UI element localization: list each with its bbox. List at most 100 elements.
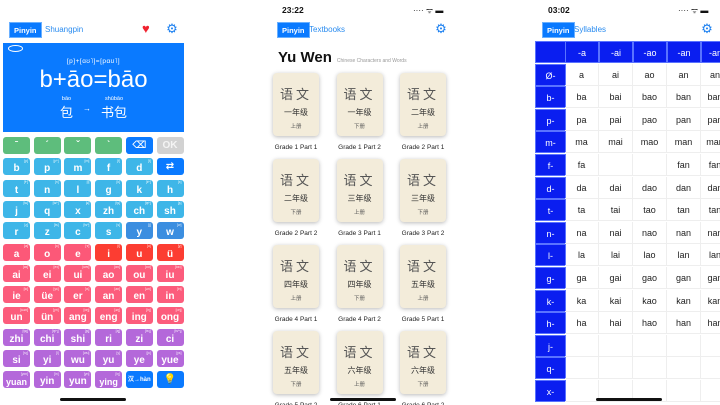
key-ˇ[interactable]: ˇ <box>64 137 92 154</box>
syllable-cell[interactable]: nang <box>701 222 720 244</box>
key-ci[interactable]: ci [tsʰɿ] <box>156 328 184 346</box>
syllable-cell[interactable]: lai <box>599 244 633 267</box>
key-汉→hàn[interactable]: 汉→hàn <box>125 371 153 389</box>
key-m[interactable]: m [m] <box>64 158 92 176</box>
key-q[interactable]: q [tɕʰ] <box>33 200 61 218</box>
key-ing[interactable]: ing [iŋ] <box>125 307 153 325</box>
key-ong[interactable]: ong [ʊŋ] <box>156 307 184 325</box>
syllable-cell[interactable]: ba <box>565 86 599 109</box>
syllable-cell[interactable]: fang <box>701 154 720 176</box>
key-yu[interactable]: yu [y] <box>95 350 123 367</box>
textbook-cover[interactable]: 语文 三年级 下册 <box>400 159 446 222</box>
row-header[interactable]: h- <box>535 312 566 335</box>
syllable-cell[interactable]: bai <box>599 86 633 109</box>
key-si[interactable]: si [sɿ] <box>3 350 30 367</box>
key-l[interactable]: l [l] <box>64 179 92 197</box>
key-c[interactable]: c [tsʰ] <box>64 222 92 240</box>
key-yun[interactable]: yun [yn] <box>64 371 92 389</box>
key-s[interactable]: s [s] <box>95 222 123 240</box>
syllable-cell[interactable]: han <box>667 312 701 335</box>
syllable-cell[interactable]: tan <box>667 199 701 222</box>
syllable-cell[interactable]: tang <box>701 199 720 222</box>
row-header[interactable]: p- <box>535 108 566 131</box>
syllable-cell[interactable]: hao <box>633 312 667 335</box>
syllable-cell[interactable]: ga <box>565 267 599 289</box>
row-header[interactable]: b- <box>535 86 566 109</box>
syllable-cell[interactable]: tai <box>599 199 633 222</box>
syllable-cell[interactable]: pai <box>599 108 633 131</box>
tab-pinyin[interactable]: Pinyin <box>542 22 575 38</box>
syllable-cell[interactable]: gai <box>599 267 633 289</box>
key-en[interactable]: en [ən] <box>125 286 153 304</box>
syllable-cell[interactable]: fa <box>565 154 599 176</box>
key-d[interactable]: d [t] <box>125 158 153 176</box>
key-yuan[interactable]: yuan [yɛn] <box>3 371 30 389</box>
textbook-cover[interactable]: 语文 二年级 下册 <box>273 159 319 222</box>
key-wu[interactable]: wu [wu] <box>64 350 92 367</box>
syllable-cell[interactable]: ma <box>565 131 599 154</box>
key-zh[interactable]: zh [tʂ] <box>95 200 123 218</box>
key-g[interactable]: g [k] <box>95 179 123 197</box>
row-header[interactable]: x- <box>535 380 566 402</box>
row-header[interactable]: q- <box>535 357 566 380</box>
tab-pinyin[interactable]: Pinyin <box>277 22 310 38</box>
row-header[interactable]: t- <box>535 199 566 222</box>
backspace-icon[interactable]: ⌫ <box>125 137 153 154</box>
key-x[interactable]: x [ɕ] <box>64 200 92 218</box>
tab-textbooks[interactable]: Textbooks <box>309 25 346 34</box>
syllable-cell[interactable]: kang <box>701 290 720 312</box>
syllable-cell[interactable]: lao <box>633 244 667 267</box>
key-k[interactable]: k [kʰ] <box>125 179 153 197</box>
key-y[interactable]: y [j] <box>125 222 153 240</box>
textbook-label[interactable]: Grade 3 Part 1 <box>338 230 381 237</box>
syllable-cell[interactable]: nan <box>667 221 701 244</box>
syllable-cell[interactable]: dao <box>633 176 667 199</box>
syllable-cell[interactable]: ao <box>633 63 667 86</box>
syllable-cell[interactable]: hai <box>599 312 633 335</box>
key-p[interactable]: p [pʰ] <box>33 158 61 176</box>
key-ˋ[interactable]: ˋ <box>95 137 123 154</box>
syllable-cell[interactable]: pa <box>565 108 599 131</box>
key-e[interactable]: e [ɤ] <box>64 243 92 261</box>
syllable-cell[interactable]: dai <box>599 176 633 199</box>
key-üe[interactable]: üe [yɛ] <box>33 286 61 304</box>
textbook-label[interactable]: Grade 4 Part 2 <box>338 316 381 323</box>
textbook-cover[interactable]: 语文 一年级 下册 <box>336 73 383 136</box>
key-r[interactable]: r [ʐ] <box>3 222 30 240</box>
syllable-cell[interactable]: nai <box>599 221 633 244</box>
row-header[interactable]: Ø- <box>535 63 566 86</box>
key-ch[interactable]: ch [tʂʰ] <box>125 200 153 218</box>
textbook-cover[interactable]: 语文 一年级 上册 <box>273 73 319 136</box>
syllable-cell[interactable]: fan <box>667 154 701 176</box>
row-header[interactable]: f- <box>535 154 566 176</box>
syllable-cell[interactable]: mai <box>599 131 633 154</box>
key-b[interactable]: b [p] <box>3 158 30 176</box>
gear-icon[interactable]: ⚙ <box>435 21 447 36</box>
textbook-cover[interactable]: 语文 六年级 下册 <box>400 331 446 394</box>
key-ei[interactable]: ei [eɪ] <box>33 264 61 282</box>
syllable-cell[interactable]: ang <box>701 64 720 86</box>
syllable-cell[interactable]: kai <box>599 289 633 312</box>
textbook-cover[interactable]: 语文 五年级 下册 <box>273 331 319 394</box>
column-header[interactable]: -ai <box>599 41 633 63</box>
column-header[interactable]: -ao <box>633 41 667 63</box>
key-er[interactable]: er [ɚ] <box>64 286 92 304</box>
syllable-cell[interactable]: gao <box>633 267 667 289</box>
example-word-2[interactable]: shūbāo 书包 <box>101 96 127 121</box>
syllable-cell[interactable]: ban <box>667 86 701 109</box>
syllable-cell[interactable]: ha <box>565 312 599 335</box>
lightbulb-icon[interactable]: 💡 <box>156 371 184 389</box>
tab-syllables[interactable]: Syllables <box>574 25 607 34</box>
syllable-cell[interactable]: an <box>667 63 701 86</box>
row-header[interactable]: k- <box>535 289 566 312</box>
row-header[interactable]: l- <box>535 244 566 267</box>
key-ang[interactable]: ang [ɑŋ] <box>64 307 92 325</box>
textbook-label[interactable]: Grade 5 Part 1 <box>401 316 445 323</box>
example-word-1[interactable]: bāo 包 <box>60 96 73 121</box>
textbook-label[interactable]: Grade 4 Part 1 <box>274 316 318 323</box>
textbook-cover[interactable]: 语文 三年级 上册 <box>336 159 383 222</box>
key-u[interactable]: u [u] <box>125 243 153 261</box>
swap-icon[interactable]: ⇄ <box>156 158 184 176</box>
row-header[interactable]: m- <box>535 131 566 154</box>
syllable-cell[interactable]: lan <box>667 244 701 267</box>
